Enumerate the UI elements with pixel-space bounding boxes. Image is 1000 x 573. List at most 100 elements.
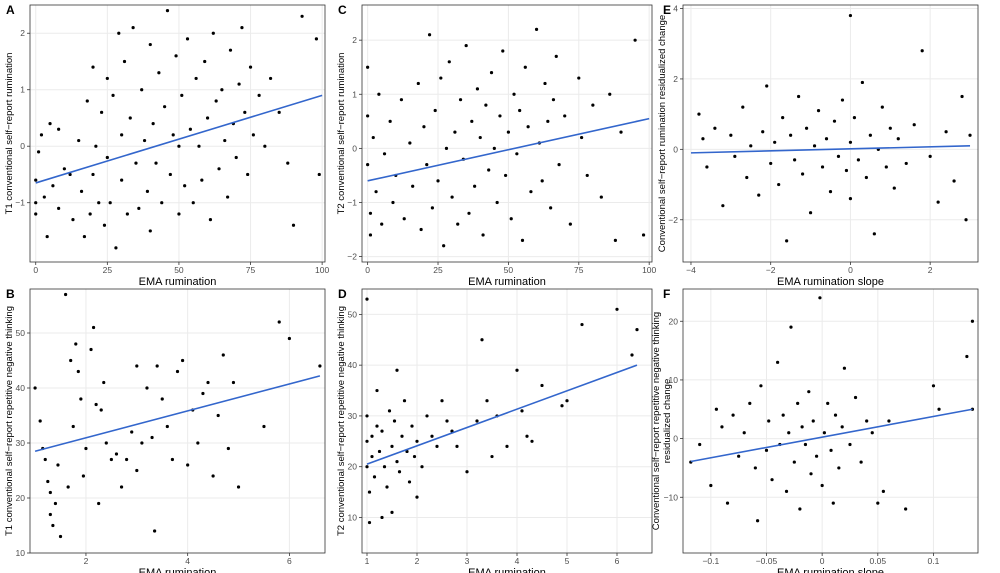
x-tick-label: −4	[686, 265, 696, 275]
data-point	[828, 189, 833, 194]
data-point	[826, 401, 830, 405]
data-point	[399, 98, 404, 102]
data-point	[490, 454, 494, 459]
data-point	[765, 84, 769, 88]
y-tick-label: 40	[16, 383, 26, 393]
data-point	[489, 71, 494, 75]
data-point	[529, 190, 533, 194]
data-point	[557, 163, 561, 167]
data-point	[721, 204, 725, 208]
data-point	[848, 13, 853, 18]
data-point	[177, 144, 181, 148]
data-point	[366, 163, 370, 167]
data-point	[382, 465, 387, 469]
data-point	[109, 457, 113, 462]
data-point	[163, 105, 167, 109]
data-point	[641, 233, 646, 237]
y-tick-label: 10	[348, 512, 358, 522]
data-point	[257, 93, 261, 97]
data-point	[577, 76, 581, 80]
data-point	[371, 135, 375, 140]
data-point	[211, 31, 215, 35]
data-point	[170, 457, 175, 462]
data-point	[380, 429, 384, 433]
data-point	[168, 172, 172, 177]
y-tick-label: 0	[20, 141, 25, 151]
panel-B: 2 4 6 10 20 30 40 50 EMA rumination T1 convention…	[4, 287, 326, 573]
data-point	[104, 441, 108, 445]
x-tick-label: 1	[365, 556, 370, 566]
data-point	[812, 144, 817, 148]
plot-frame	[29, 288, 326, 554]
data-point	[872, 232, 876, 236]
data-point	[370, 434, 374, 438]
y-tick-label: 0	[352, 143, 357, 153]
data-point	[365, 465, 369, 469]
data-point	[217, 167, 221, 171]
data-point	[140, 441, 144, 445]
y-axis-label: T1 conventional self−report repetitive n…	[4, 306, 15, 536]
data-point	[380, 515, 384, 520]
panel-label: A	[6, 3, 15, 17]
data-point	[82, 234, 87, 239]
data-point	[411, 184, 415, 188]
data-point	[701, 137, 705, 141]
data-point	[456, 222, 460, 226]
data-point	[832, 119, 837, 123]
data-point	[395, 368, 399, 372]
data-point	[920, 49, 924, 53]
data-point	[71, 424, 75, 429]
data-point	[952, 179, 956, 183]
data-point	[844, 168, 849, 173]
data-point	[317, 172, 321, 177]
y-tick-label: −2	[668, 215, 678, 225]
data-point	[365, 439, 369, 443]
y-tick-label: 0	[673, 144, 678, 154]
data-point	[100, 110, 104, 114]
data-point	[485, 399, 489, 403]
data-point	[824, 137, 829, 141]
data-point	[800, 425, 804, 429]
data-point	[248, 65, 253, 69]
data-point	[314, 37, 319, 41]
data-point	[520, 238, 525, 242]
data-point	[105, 76, 109, 81]
x-tick-label: 0	[365, 265, 370, 275]
data-point	[197, 144, 201, 148]
data-point	[405, 449, 409, 454]
data-point	[870, 431, 874, 435]
data-point	[69, 358, 73, 363]
x-tick-label: 0	[820, 556, 825, 566]
data-point	[767, 419, 771, 423]
data-point	[820, 165, 825, 169]
data-point	[515, 152, 519, 156]
data-point	[480, 338, 484, 342]
data-point	[904, 161, 908, 166]
data-point	[816, 109, 821, 113]
y-axis-label: T2 conventional self−report rumination	[336, 53, 347, 215]
data-point	[388, 119, 392, 123]
data-point	[130, 430, 134, 434]
y-tick-label: 1	[20, 85, 25, 95]
data-point	[803, 442, 808, 447]
data-point	[77, 138, 81, 143]
plot-frame	[682, 288, 979, 554]
data-point	[102, 380, 106, 385]
data-point	[554, 54, 558, 59]
data-point	[368, 233, 373, 237]
panel-label: E	[663, 3, 671, 17]
x-tick-label: 5	[565, 556, 570, 566]
data-point	[520, 409, 524, 413]
x-tick-label: 0.1	[928, 556, 940, 566]
data-point	[970, 319, 975, 323]
data-point	[76, 369, 80, 374]
data-point	[777, 182, 781, 187]
data-point	[787, 431, 791, 435]
data-point	[450, 195, 454, 199]
data-point	[928, 154, 932, 158]
data-point	[120, 178, 124, 182]
data-point	[781, 116, 785, 120]
data-point	[761, 130, 765, 134]
y-tick-label: 20	[348, 462, 358, 472]
data-point	[807, 390, 811, 394]
